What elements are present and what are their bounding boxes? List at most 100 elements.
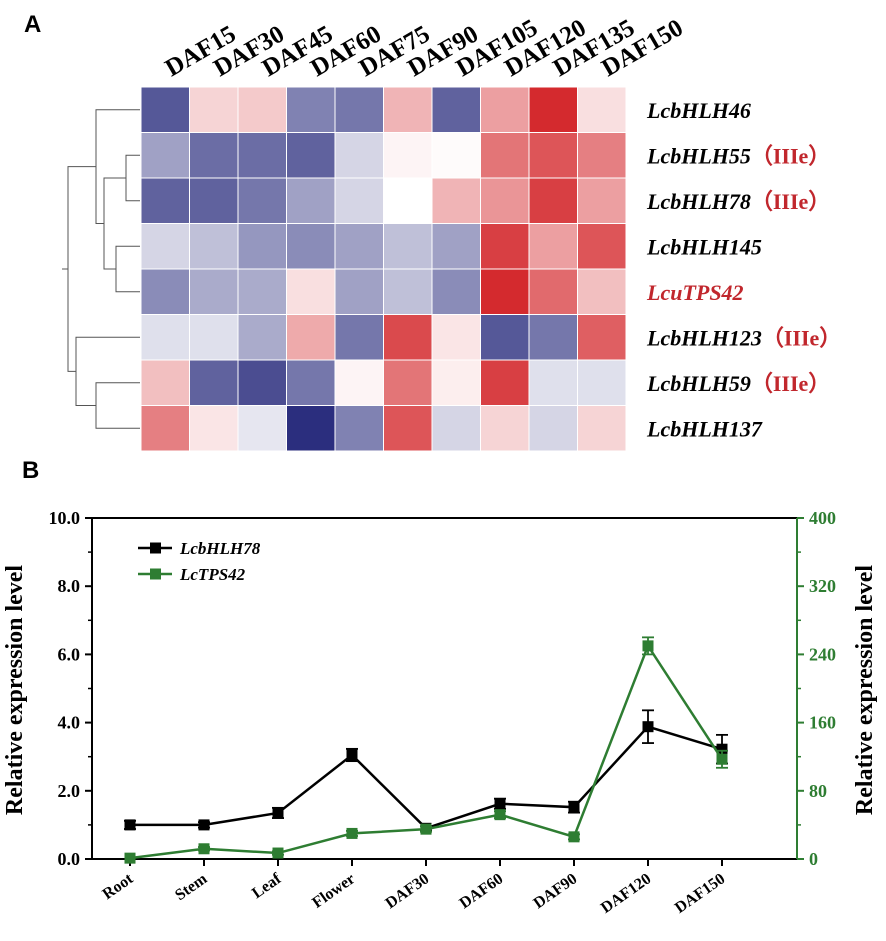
dendrogram-link [75, 336, 140, 406]
data-point [568, 801, 580, 813]
dendrogram-link [115, 245, 140, 293]
heatmap-cell [189, 177, 239, 224]
x-tick-label: DAF120 [598, 870, 654, 917]
heatmap-cell [140, 132, 190, 179]
y-tick-label-right: 400 [809, 508, 836, 528]
heatmap-cell [528, 86, 578, 133]
heatmap-cell [140, 86, 190, 133]
data-point [568, 831, 580, 843]
data-point [716, 743, 728, 755]
heatmap-cell [237, 405, 287, 452]
data-point [346, 749, 358, 761]
heatmap-cell [577, 359, 627, 406]
heatmap-cell [480, 86, 530, 133]
heatmap-cell [286, 177, 336, 224]
legend: LcbHLH78 LcTPS42 [138, 539, 261, 584]
row-labels: LcbHLH46LcbHLH55（IIIe）LcbHLH78（IIIe）LcbH… [646, 98, 841, 442]
heatmap-cell [383, 314, 433, 361]
row-gene-name: LcbHLH78 [646, 189, 751, 214]
x-tick-label: DAF60 [456, 870, 506, 912]
heatmap-cell [140, 223, 190, 270]
heatmap-cell [140, 405, 190, 452]
heatmap-cell [189, 86, 239, 133]
row-gene-name: LcbHLH137 [646, 416, 763, 441]
y-tick-label-right: 160 [809, 713, 836, 733]
heatmap-cell [431, 132, 481, 179]
x-tick-label: DAF150 [672, 870, 728, 917]
y-tick-label-right: 0 [809, 849, 818, 869]
heatmap-cell [140, 177, 190, 224]
row-gene-name: LcbHLH59 [646, 371, 751, 396]
heatmap-cell [189, 314, 239, 361]
heatmap-cell [237, 86, 287, 133]
data-point [716, 753, 728, 765]
heatmap-cell [334, 268, 384, 315]
heatmap-cell [528, 268, 578, 315]
heatmap-cell [528, 177, 578, 224]
heatmap-cell [431, 177, 481, 224]
row-label: LcbHLH46 [646, 98, 751, 123]
heatmap-cell [577, 223, 627, 270]
row-subfamily-note: （IIIe） [751, 371, 830, 396]
y-axis-title-right: Relative expression level [852, 565, 878, 816]
heatmap-cell [431, 268, 481, 315]
heatmap-cell [189, 359, 239, 406]
row-gene-name: LcbHLH145 [646, 234, 762, 259]
row-subfamily-note: （IIIe） [762, 325, 841, 350]
row-subfamily-note: （IIIe） [751, 143, 830, 168]
column-labels: DAF15DAF30DAF45DAF60DAF75DAF90DAF105DAF1… [161, 14, 688, 82]
heatmap-cell [480, 314, 530, 361]
row-gene-name: LcuTPS42 [646, 280, 744, 305]
heatmap-cell [334, 132, 384, 179]
panel-a-heatmap: A DAF15DAF30DAF45DAF60DAF75DAF90DAF105DA… [24, 11, 841, 452]
heatmap-cell [334, 405, 384, 452]
heatmap-cell [237, 359, 287, 406]
heatmap-cell [140, 314, 190, 361]
heatmap-cell [286, 132, 336, 179]
legend-label: LcTPS42 [179, 565, 246, 584]
heatmap-cell [431, 359, 481, 406]
x-tick-label: Leaf [249, 870, 285, 902]
heatmap-cell [480, 132, 530, 179]
heatmap-cell [189, 223, 239, 270]
heatmap-cell [577, 86, 627, 133]
y-tick-label-right: 320 [809, 576, 836, 596]
row-label: LcbHLH78（IIIe） [646, 189, 830, 214]
heatmap-cell [286, 314, 336, 361]
data-point [198, 819, 210, 831]
heatmap-cell [383, 132, 433, 179]
heatmap-cell [334, 223, 384, 270]
heatmap-cell [577, 132, 627, 179]
row-label: LcbHLH145 [646, 234, 762, 259]
heatmap-cell [237, 314, 287, 361]
row-gene-name: LcbHLH123 [646, 325, 762, 350]
y-tick-label-left: 4.0 [58, 713, 81, 733]
heatmap-cell [334, 359, 384, 406]
heatmap-cell [383, 86, 433, 133]
heatmap-cell [480, 268, 530, 315]
legend-swatch-marker [150, 568, 161, 580]
x-tick-label: Flower [309, 870, 358, 911]
row-gene-name: LcbHLH46 [646, 98, 751, 123]
y-tick-label-left: 10.0 [49, 508, 81, 528]
heatmap-cell [286, 268, 336, 315]
data-point [124, 819, 136, 831]
row-label: LcbHLH59（IIIe） [646, 371, 830, 396]
legend-swatch-marker [150, 542, 161, 554]
row-label: LcbHLH55（IIIe） [646, 143, 830, 168]
heatmap-cell [528, 314, 578, 361]
heatmap-cell [480, 359, 530, 406]
heatmap-cell [286, 359, 336, 406]
heatmap-cell [237, 177, 287, 224]
series-LcTPS42 [124, 636, 728, 864]
heatmap-cell [528, 359, 578, 406]
series-line [130, 725, 723, 830]
y-tick-label-right: 240 [809, 644, 836, 664]
heatmap-cell [480, 405, 530, 452]
series-LcbHLH78 [124, 709, 728, 834]
y-tick-label-right: 80 [809, 781, 827, 801]
panel-b-line-chart: B 0.0 2.0 4.0 6.0 8.0 10.0 0 80 160 240 320 400 Root… [2, 457, 878, 917]
heatmap-cell [383, 359, 433, 406]
data-point [272, 847, 284, 859]
x-tick-label: DAF90 [530, 870, 580, 912]
